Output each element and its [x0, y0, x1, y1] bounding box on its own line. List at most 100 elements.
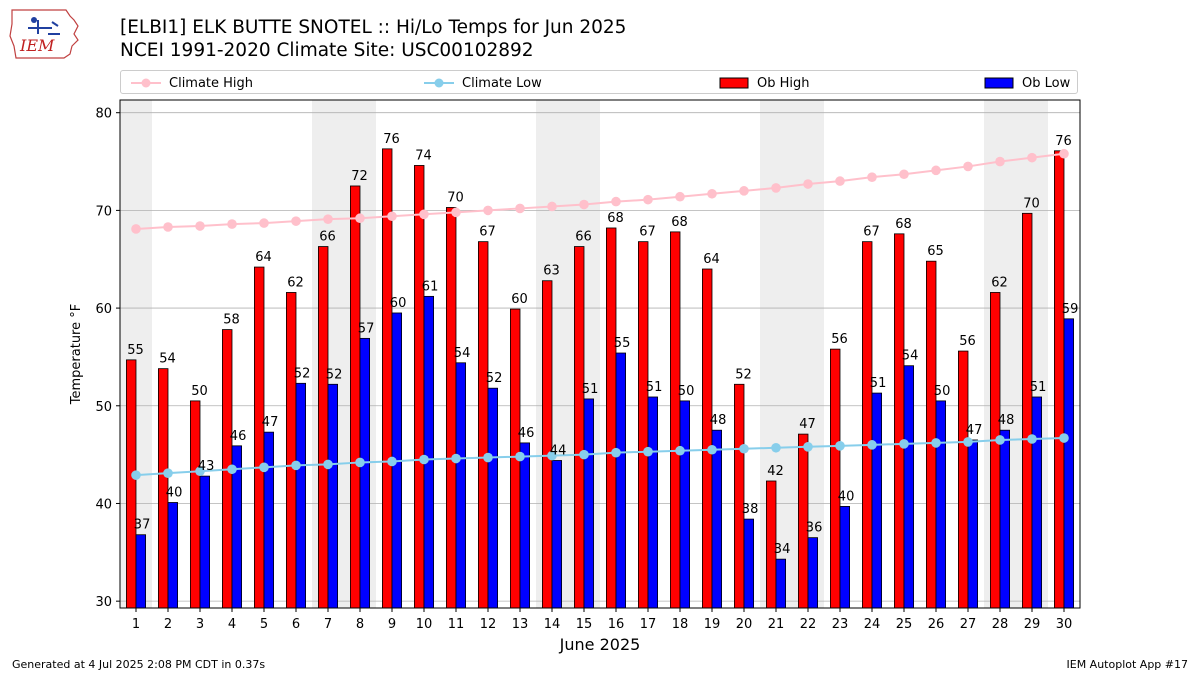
- x-tick-label: 12: [480, 617, 497, 632]
- climate-low-point: [227, 464, 237, 475]
- ob-low-value-label: 51: [582, 382, 599, 397]
- x-tick-label: 17: [640, 617, 657, 632]
- x-tick-label: 5: [260, 617, 268, 632]
- ob-low-value-label: 54: [902, 349, 919, 364]
- y-tick-label: 80: [95, 107, 112, 122]
- ob-low-value-label: 37: [134, 518, 151, 533]
- x-tick-label: 13: [512, 617, 529, 632]
- ob-low-value-label: 54: [454, 346, 471, 361]
- ob-high-value-label: 67: [639, 225, 656, 240]
- climate-low-point: [963, 437, 973, 447]
- climate-low-point: [931, 438, 941, 448]
- x-tick-label: 2: [164, 617, 172, 632]
- ob-low-value-label: 55: [614, 336, 631, 351]
- ob-high-value-label: 68: [671, 215, 688, 230]
- ob-high-bar: [702, 268, 713, 609]
- generated-timestamp: Generated at 4 Jul 2025 2:08 PM CDT in 0…: [12, 658, 266, 671]
- climate-low-point: [163, 468, 173, 478]
- ob-high-value-label: 60: [511, 292, 528, 307]
- climate-high-point: [355, 213, 365, 224]
- ob-low-bar: [871, 392, 883, 609]
- climate-low-point: [995, 435, 1005, 445]
- climate-low-point: [451, 453, 461, 464]
- climate-high-point: [1059, 148, 1069, 159]
- ob-low-value-label: 52: [294, 366, 311, 381]
- x-tick-label: 6: [292, 617, 300, 632]
- ob-high-value-label: 58: [223, 313, 240, 328]
- y-tick-label: 50: [95, 400, 112, 415]
- ob-low-value-label: 47: [262, 415, 279, 430]
- ob-high-bar: [1022, 212, 1033, 609]
- ob-low-value-label: 34: [774, 542, 791, 557]
- ob-low-bar: [615, 352, 627, 609]
- x-tick-label: 24: [864, 617, 881, 632]
- climate-high-point: [739, 186, 749, 196]
- ob-high-bar: [926, 260, 937, 609]
- ob-high-bar: [126, 359, 137, 609]
- climate-high-point: [323, 214, 333, 224]
- logo-text: IEM: [19, 36, 55, 55]
- ob-low-value-label: 48: [998, 413, 1015, 428]
- x-tick-label: 16: [608, 617, 625, 632]
- climate-high-point: [675, 191, 685, 202]
- ob-low-value-label: 50: [678, 384, 695, 399]
- climate-low-point: [803, 442, 813, 452]
- ob-high-value-label: 66: [319, 230, 336, 245]
- climate-low-line: [135, 437, 1065, 477]
- ob-high-value-label: 62: [991, 275, 1008, 290]
- chart-legend: Climate High Climate Low Ob High Ob Low: [120, 70, 1078, 94]
- ob-high-bar: [189, 400, 201, 609]
- ob-low-value-label: 59: [1062, 302, 1079, 317]
- climate-high-point: [579, 199, 589, 210]
- ob-low-bar: [199, 475, 211, 609]
- x-tick-label: 15: [576, 617, 593, 632]
- climate-low-point: [867, 440, 877, 450]
- ob-high-bar: [1054, 150, 1065, 609]
- x-tick-label: 4: [228, 617, 236, 632]
- ob-high-bar: [285, 292, 297, 609]
- ob-high-value-label: 42: [767, 464, 784, 479]
- climate-high-point: [547, 201, 557, 212]
- climate-high-point: [867, 172, 877, 182]
- ob-high-value-label: 70: [1023, 196, 1040, 211]
- ob-high-value-label: 54: [159, 352, 176, 367]
- x-tick-label: 3: [196, 617, 204, 632]
- ob-high-bar: [990, 292, 1001, 609]
- legend-label-ob-high: Ob High: [757, 75, 810, 91]
- legend-item-ob-high: Ob High: [719, 74, 810, 92]
- legend-item-climate-high: Climate High: [131, 74, 253, 92]
- legend-item-ob-low: Ob Low: [984, 74, 1070, 92]
- climate-low-point: [483, 452, 493, 463]
- climate-high-point: [995, 156, 1005, 167]
- ob-high-bar: [317, 246, 329, 609]
- climate-high-point: [931, 165, 941, 176]
- climate-low-point: [643, 446, 653, 457]
- legend-label-climate-low: Climate Low: [462, 75, 542, 91]
- ob-high-value-label: 56: [959, 334, 976, 349]
- legend-label-ob-low: Ob Low: [1022, 75, 1071, 91]
- climate-high-point: [131, 224, 141, 234]
- page-title-line-2: NCEI 1991-2020 Climate Site: USC00102892: [120, 40, 534, 61]
- ob-high-bar: [606, 227, 617, 609]
- ob-high-value-label: 70: [447, 190, 464, 205]
- ob-low-value-label: 57: [358, 321, 375, 336]
- ob-high-bar: [670, 231, 681, 609]
- ob-low-value-label: 52: [326, 367, 343, 382]
- ob-high-value-label: 74: [415, 148, 432, 163]
- ob-low-bar: [807, 537, 819, 609]
- climate-low-point: [1027, 434, 1037, 444]
- climate-low-point: [291, 460, 301, 471]
- ob-low-bar: [647, 396, 659, 609]
- x-tick-label: 20: [736, 617, 753, 632]
- climate-high-line-icon: [131, 78, 161, 88]
- climate-low-point: [579, 449, 589, 460]
- ob-low-bar: [455, 362, 467, 609]
- ob-low-bar: [903, 365, 915, 609]
- climate-high-point: [291, 216, 301, 226]
- ob-high-value-label: 67: [863, 225, 880, 240]
- ob-high-value-label: 62: [287, 275, 304, 290]
- iem-logo: IEM: [9, 9, 79, 59]
- x-tick-label: 9: [388, 617, 396, 632]
- x-tick-label: 1: [132, 617, 140, 632]
- ob-high-bar: [862, 241, 873, 609]
